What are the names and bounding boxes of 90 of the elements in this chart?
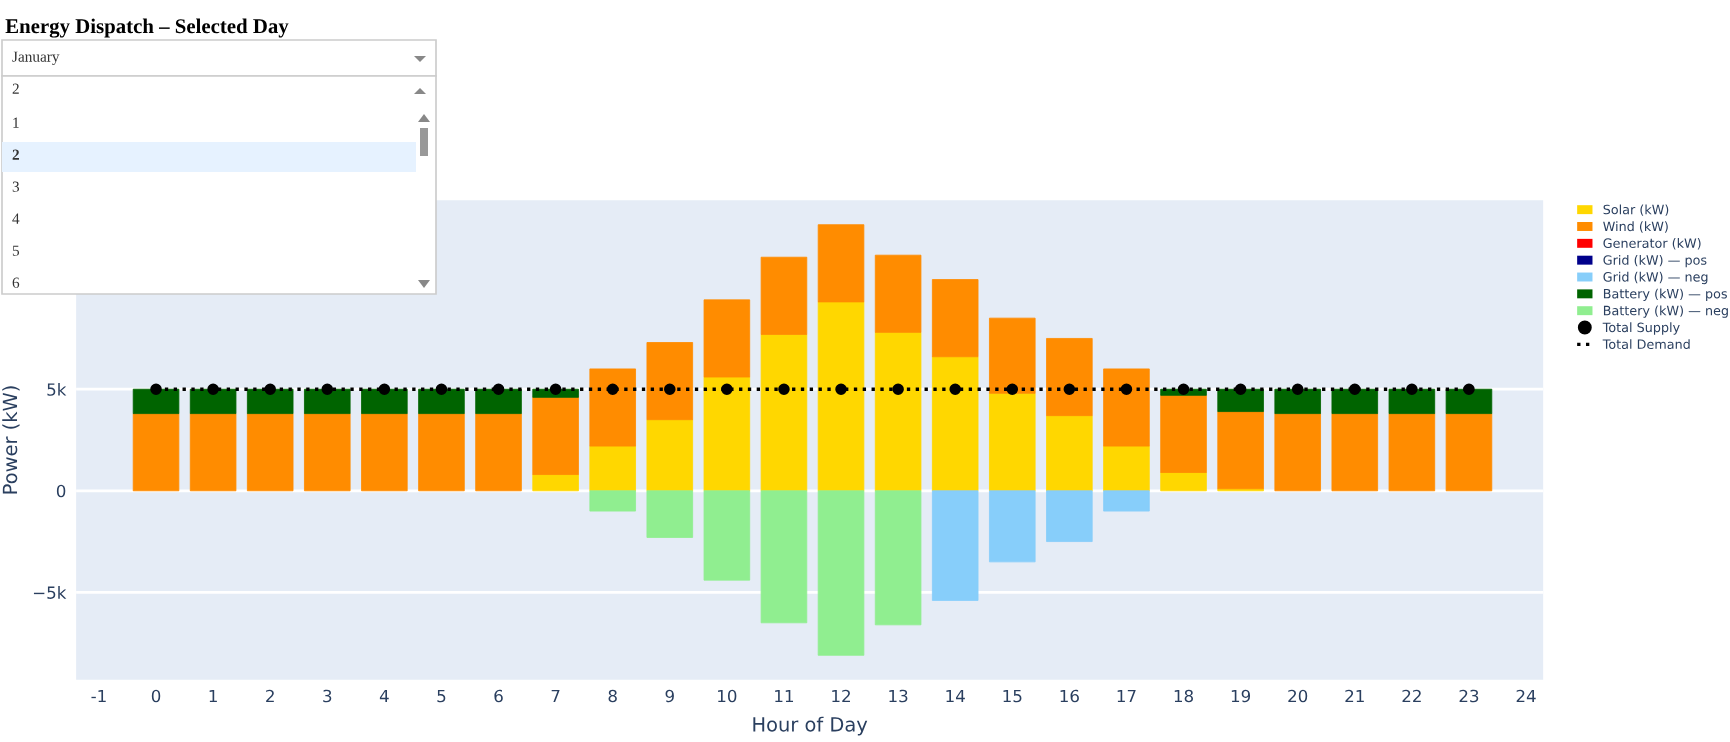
bar bbox=[1217, 411, 1264, 490]
bar bbox=[1388, 413, 1436, 492]
bar bbox=[703, 490, 751, 581]
bar bbox=[361, 413, 408, 492]
bar bbox=[532, 396, 579, 475]
bar bbox=[361, 388, 408, 415]
x-tick-label: 13 bbox=[889, 689, 908, 703]
bar bbox=[1331, 413, 1379, 492]
bar bbox=[246, 388, 294, 415]
y-tick-label: 5k bbox=[47, 382, 67, 396]
bar bbox=[589, 445, 636, 492]
bar bbox=[703, 376, 751, 492]
bar bbox=[646, 419, 694, 492]
bar bbox=[646, 490, 694, 538]
x-tick-label: 9 bbox=[665, 689, 674, 703]
bar bbox=[1217, 388, 1264, 412]
bar bbox=[874, 331, 922, 492]
bar bbox=[703, 299, 751, 378]
x-tick-label: 15 bbox=[1003, 689, 1022, 703]
bar bbox=[418, 413, 465, 492]
x-tick-label: 2 bbox=[266, 689, 274, 703]
bar bbox=[1046, 338, 1093, 417]
bar bbox=[475, 388, 522, 415]
bar bbox=[1331, 388, 1379, 415]
bar bbox=[989, 317, 1036, 394]
bar bbox=[817, 490, 865, 656]
x-tick-label: 21 bbox=[1345, 689, 1364, 703]
x-tick-label: 0 bbox=[151, 689, 161, 703]
chart-title: Energy Dispatch – Selected Day bbox=[5, 18, 289, 38]
x-tick-label: 4 bbox=[379, 689, 389, 703]
bar bbox=[1160, 394, 1207, 473]
bar bbox=[418, 388, 465, 415]
bar bbox=[931, 490, 979, 601]
bar bbox=[931, 279, 979, 358]
x-tick-label: 12 bbox=[832, 689, 850, 703]
bar bbox=[1445, 388, 1493, 415]
bar bbox=[931, 356, 979, 492]
bar bbox=[304, 413, 351, 492]
bar bbox=[1274, 388, 1321, 415]
x-tick-label: 24 bbox=[1516, 689, 1536, 703]
x-tick-label: 10 bbox=[718, 689, 737, 703]
bar bbox=[589, 368, 636, 447]
bar bbox=[304, 388, 351, 415]
x-axis-title: Hour of Day bbox=[753, 716, 868, 736]
bar bbox=[132, 388, 180, 415]
bar bbox=[1046, 415, 1093, 492]
x-tick-label: 18 bbox=[1174, 689, 1193, 703]
x-tick-label: 8 bbox=[608, 689, 617, 703]
bar bbox=[1445, 413, 1493, 492]
bar bbox=[1388, 388, 1436, 415]
bar bbox=[589, 490, 636, 512]
x-tick-label: 17 bbox=[1117, 689, 1136, 703]
x-tick-label: 3 bbox=[323, 689, 332, 703]
bar bbox=[1103, 490, 1150, 512]
bar bbox=[1103, 368, 1150, 447]
x-tick-label: 20 bbox=[1288, 689, 1308, 703]
x-tick-label: 7 bbox=[551, 689, 560, 703]
bar bbox=[246, 413, 294, 492]
bar bbox=[646, 342, 694, 421]
x-tick-label: 22 bbox=[1402, 689, 1421, 703]
bar bbox=[475, 413, 522, 492]
bar bbox=[989, 490, 1036, 563]
x-tick-label: 19 bbox=[1231, 689, 1251, 703]
bar bbox=[189, 388, 237, 415]
x-tick-label: 14 bbox=[946, 689, 965, 703]
bar bbox=[189, 413, 237, 492]
bar bbox=[532, 474, 579, 492]
bar bbox=[132, 413, 180, 492]
y-axis-title: Power (kW) bbox=[2, 386, 20, 494]
bar bbox=[1046, 490, 1093, 542]
x-tick-label: 5 bbox=[437, 689, 446, 703]
x-tick-label: 16 bbox=[1060, 689, 1079, 703]
bar bbox=[760, 333, 808, 492]
x-tick-label: 11 bbox=[775, 689, 794, 703]
bar bbox=[1103, 445, 1150, 492]
bar bbox=[989, 392, 1036, 492]
bar bbox=[817, 301, 865, 492]
y-tick-label: 0 bbox=[56, 484, 66, 498]
bar bbox=[760, 256, 808, 335]
bar bbox=[1160, 472, 1207, 492]
bar bbox=[817, 224, 865, 303]
bar bbox=[1274, 413, 1321, 492]
x-tick-label: 23 bbox=[1459, 689, 1479, 703]
bar bbox=[874, 490, 922, 626]
bar bbox=[874, 254, 922, 333]
x-tick-label: 6 bbox=[494, 689, 503, 703]
bar bbox=[760, 490, 808, 624]
y-tick-label: −5k bbox=[33, 586, 67, 599]
x-tick-label: -1 bbox=[91, 689, 106, 703]
x-tick-label: 1 bbox=[209, 689, 217, 703]
